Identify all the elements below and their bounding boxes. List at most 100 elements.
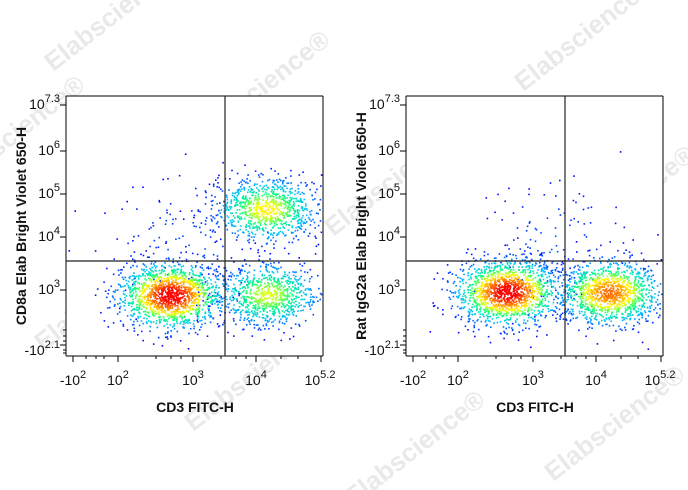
event-dot xyxy=(288,214,290,216)
event-dot xyxy=(190,283,193,286)
event-dot xyxy=(634,318,636,320)
event-dot xyxy=(172,258,175,260)
event-dot xyxy=(529,276,531,278)
event-dot xyxy=(223,297,226,299)
event-dot xyxy=(132,264,134,267)
event-dot xyxy=(257,198,259,201)
event-dot xyxy=(152,252,155,255)
event-dot xyxy=(238,291,240,293)
event-dot xyxy=(226,202,228,205)
event-dot xyxy=(521,312,523,315)
event-dot xyxy=(177,312,179,314)
event-dot xyxy=(500,312,502,315)
event-dot xyxy=(233,225,236,228)
event-dot xyxy=(289,306,292,308)
event-dot xyxy=(157,297,159,300)
event-dot xyxy=(176,309,178,312)
event-dot xyxy=(251,296,254,299)
event-dot xyxy=(304,319,307,322)
event-dot xyxy=(307,216,310,219)
event-dot xyxy=(552,274,555,276)
event-dot xyxy=(528,188,530,190)
event-dot xyxy=(233,220,235,222)
event-dot xyxy=(312,199,314,201)
event-dot xyxy=(461,295,464,298)
event-dot xyxy=(201,273,203,276)
event-dot xyxy=(106,267,108,270)
event-dot xyxy=(641,304,643,307)
event-dot xyxy=(581,306,584,309)
event-dot xyxy=(529,289,531,292)
event-dot xyxy=(158,278,160,281)
event-dot xyxy=(625,276,628,278)
event-dot xyxy=(526,265,528,268)
event-dot xyxy=(280,301,283,304)
event-dot xyxy=(183,283,185,286)
event-dot xyxy=(273,297,275,299)
event-dot xyxy=(265,324,268,327)
event-dot xyxy=(608,308,610,311)
event-dot xyxy=(270,262,272,265)
event-dot xyxy=(178,286,180,289)
event-dot xyxy=(259,292,262,295)
event-dot xyxy=(301,191,304,194)
event-dot xyxy=(586,265,588,267)
event-dot xyxy=(559,179,561,182)
event-dot xyxy=(245,197,247,200)
event-dot xyxy=(247,308,250,311)
event-dot xyxy=(233,312,236,314)
event-dot xyxy=(266,276,268,279)
event-dot xyxy=(313,221,316,224)
event-dot xyxy=(227,306,230,309)
event-dot xyxy=(616,311,618,313)
event-dot xyxy=(479,258,482,260)
event-dot xyxy=(164,262,166,264)
event-dot xyxy=(488,263,490,265)
event-dot xyxy=(572,288,574,290)
event-dot xyxy=(180,321,182,323)
y-tick-label: -102.1 xyxy=(24,339,60,358)
event-dot xyxy=(289,196,291,199)
event-dot xyxy=(281,220,283,222)
event-dot xyxy=(232,318,235,320)
event-dot xyxy=(544,291,547,293)
event-dot xyxy=(138,274,141,277)
event-dot xyxy=(609,266,611,268)
event-dot xyxy=(159,301,161,304)
event-dot xyxy=(152,277,154,280)
event-dot xyxy=(621,319,624,322)
event-dot xyxy=(476,303,479,306)
event-dot xyxy=(245,298,247,300)
event-dot xyxy=(447,272,450,274)
event-dot xyxy=(297,191,300,193)
event-dot xyxy=(268,282,271,285)
event-dot xyxy=(283,194,285,197)
event-dot xyxy=(551,262,553,264)
event-dot xyxy=(548,310,550,313)
event-dot xyxy=(637,271,639,273)
event-dot xyxy=(289,200,291,203)
event-dot xyxy=(610,313,613,315)
event-dot xyxy=(218,300,221,302)
event-dot xyxy=(216,271,219,273)
event-dot xyxy=(540,295,543,298)
event-dot xyxy=(299,222,302,224)
event-dot xyxy=(297,222,299,225)
event-dot xyxy=(246,304,249,306)
event-dot xyxy=(185,304,188,306)
event-dot xyxy=(174,281,176,283)
event-dot xyxy=(475,282,478,284)
event-dot xyxy=(192,222,194,224)
event-dot xyxy=(288,202,290,204)
event-dot xyxy=(296,210,298,213)
event-dot xyxy=(287,301,290,303)
event-dot xyxy=(254,222,256,224)
event-dot xyxy=(179,313,182,316)
event-dot xyxy=(173,293,175,295)
event-dot xyxy=(136,309,139,312)
event-dot xyxy=(183,311,185,314)
event-dot xyxy=(539,287,541,289)
event-dot xyxy=(487,274,490,276)
event-dot xyxy=(154,296,157,298)
event-dot xyxy=(201,263,203,266)
